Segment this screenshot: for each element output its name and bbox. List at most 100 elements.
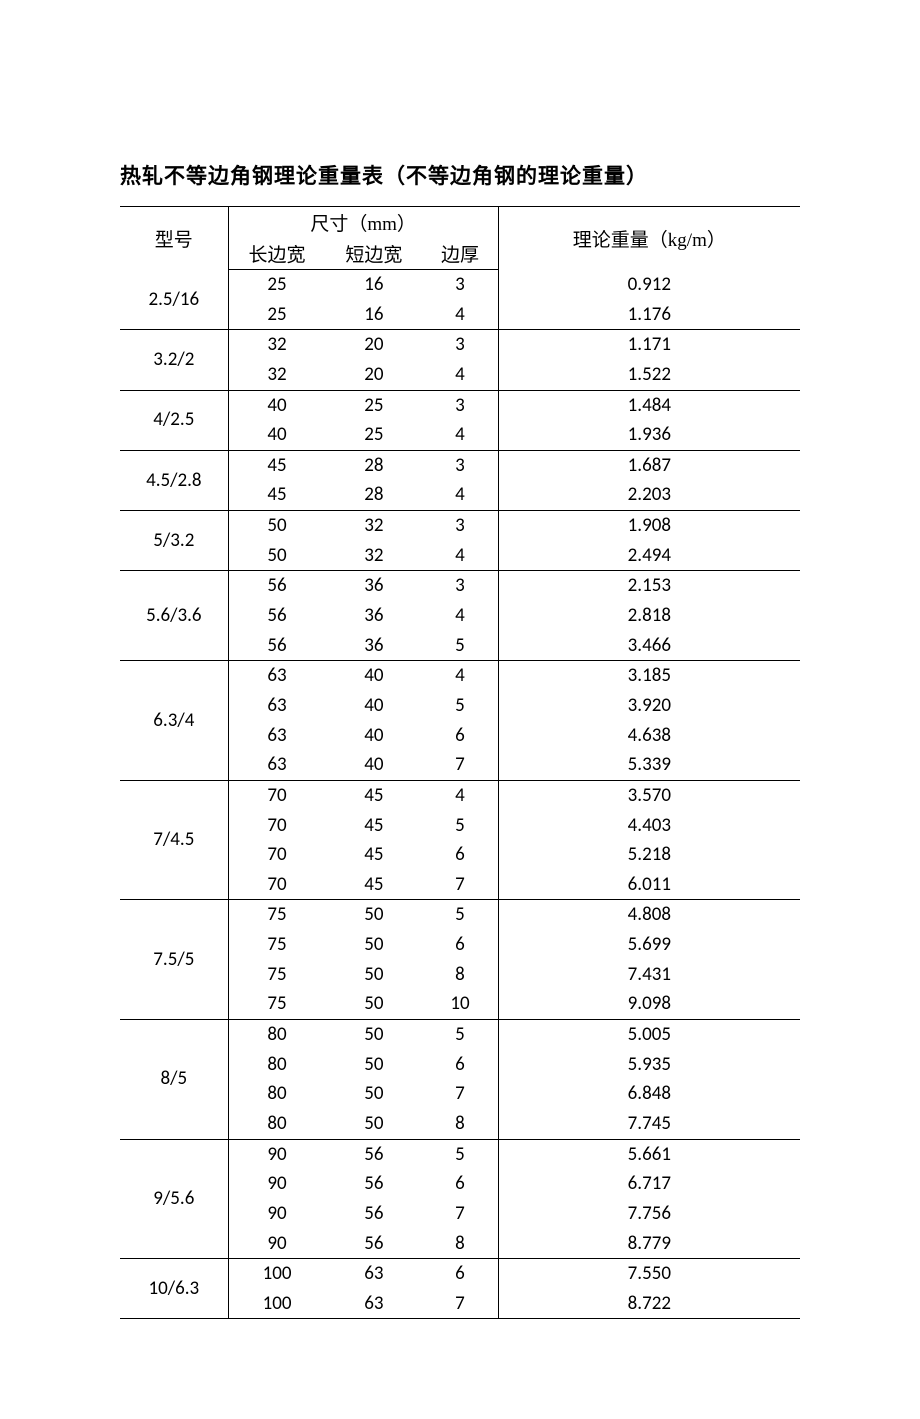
cell-weight: 2.494	[498, 541, 800, 571]
cell-weight: 1.176	[498, 300, 800, 330]
cell-short: 16	[325, 270, 422, 300]
cell-thick: 3	[422, 330, 498, 360]
cell-long: 80	[228, 1109, 325, 1139]
cell-weight: 7.756	[498, 1199, 800, 1229]
cell-weight: 5.005	[498, 1020, 800, 1050]
cell-weight: 1.687	[498, 450, 800, 480]
cell-thick: 6	[422, 1259, 498, 1289]
cell-long: 32	[228, 360, 325, 390]
cell-weight: 2.203	[498, 480, 800, 510]
cell-long: 75	[228, 989, 325, 1019]
cell-weight: 5.661	[498, 1139, 800, 1169]
cell-short: 50	[325, 1079, 422, 1109]
table-row: 4.5/2.8452831.687	[120, 450, 800, 480]
cell-long: 32	[228, 330, 325, 360]
cell-model: 5/3.2	[120, 511, 228, 571]
cell-short: 40	[325, 691, 422, 721]
cell-thick: 6	[422, 840, 498, 870]
cell-long: 40	[228, 420, 325, 450]
cell-weight: 8.722	[498, 1289, 800, 1319]
cell-short: 25	[325, 420, 422, 450]
cell-thick: 4	[422, 661, 498, 691]
cell-short: 16	[325, 300, 422, 330]
cell-short: 50	[325, 1109, 422, 1139]
cell-long: 80	[228, 1079, 325, 1109]
cell-long: 40	[228, 390, 325, 420]
cell-short: 20	[325, 330, 422, 360]
cell-short: 56	[325, 1199, 422, 1229]
table-row: 4/2.5402531.484	[120, 390, 800, 420]
cell-thick: 6	[422, 930, 498, 960]
cell-weight: 4.638	[498, 721, 800, 751]
cell-thick: 5	[422, 900, 498, 930]
cell-long: 45	[228, 450, 325, 480]
table-row: 5/3.2503231.908	[120, 511, 800, 541]
cell-thick: 8	[422, 1109, 498, 1139]
cell-thick: 4	[422, 541, 498, 571]
cell-model: 7.5/5	[120, 900, 228, 1020]
cell-weight: 1.171	[498, 330, 800, 360]
cell-long: 56	[228, 601, 325, 631]
cell-weight: 1.908	[498, 511, 800, 541]
cell-long: 50	[228, 541, 325, 571]
header-thick: 边厚	[422, 238, 498, 270]
cell-thick: 4	[422, 300, 498, 330]
cell-weight: 1.522	[498, 360, 800, 390]
cell-thick: 3	[422, 450, 498, 480]
cell-long: 80	[228, 1050, 325, 1080]
cell-weight: 3.185	[498, 661, 800, 691]
cell-long: 50	[228, 511, 325, 541]
cell-thick: 3	[422, 511, 498, 541]
cell-short: 56	[325, 1139, 422, 1169]
cell-model: 4/2.5	[120, 390, 228, 450]
cell-thick: 3	[422, 270, 498, 300]
cell-long: 70	[228, 780, 325, 810]
cell-weight: 5.339	[498, 750, 800, 780]
cell-long: 56	[228, 571, 325, 601]
header-dim-group: 尺寸（mm）	[228, 207, 498, 239]
cell-thick: 5	[422, 1020, 498, 1050]
cell-weight: 4.808	[498, 900, 800, 930]
header-short: 短边宽	[325, 238, 422, 270]
weight-table: 型号 尺寸（mm） 理论重量（kg/m） 长边宽 短边宽 边厚 2.5/1625…	[120, 206, 800, 1319]
cell-long: 63	[228, 721, 325, 751]
table-row: 9/5.6905655.661	[120, 1139, 800, 1169]
cell-long: 75	[228, 960, 325, 990]
cell-short: 45	[325, 780, 422, 810]
table-row: 6.3/4634043.185	[120, 661, 800, 691]
cell-thick: 3	[422, 390, 498, 420]
cell-weight: 3.920	[498, 691, 800, 721]
page-title: 热轧不等边角钢理论重量表（不等边角钢的理论重量）	[120, 160, 800, 190]
cell-thick: 7	[422, 750, 498, 780]
cell-weight: 7.431	[498, 960, 800, 990]
table-row: 8/5805055.005	[120, 1020, 800, 1050]
cell-model: 2.5/16	[120, 270, 228, 330]
cell-short: 63	[325, 1289, 422, 1319]
cell-short: 56	[325, 1169, 422, 1199]
cell-model: 3.2/2	[120, 330, 228, 390]
table-row: 7.5/5755054.808	[120, 900, 800, 930]
cell-model: 8/5	[120, 1020, 228, 1140]
cell-short: 50	[325, 1020, 422, 1050]
cell-short: 36	[325, 631, 422, 661]
cell-short: 36	[325, 571, 422, 601]
cell-long: 75	[228, 930, 325, 960]
cell-model: 5.6/3.6	[120, 571, 228, 661]
cell-thick: 3	[422, 571, 498, 601]
cell-weight: 4.403	[498, 811, 800, 841]
cell-long: 80	[228, 1020, 325, 1050]
cell-thick: 7	[422, 1079, 498, 1109]
cell-thick: 6	[422, 1050, 498, 1080]
table-row: 2.5/16251630.912	[120, 270, 800, 300]
cell-short: 40	[325, 661, 422, 691]
cell-short: 50	[325, 989, 422, 1019]
cell-short: 45	[325, 870, 422, 900]
cell-weight: 9.098	[498, 989, 800, 1019]
cell-long: 90	[228, 1139, 325, 1169]
cell-thick: 4	[422, 360, 498, 390]
cell-short: 36	[325, 601, 422, 631]
cell-thick: 4	[422, 420, 498, 450]
cell-weight: 8.779	[498, 1229, 800, 1259]
cell-short: 50	[325, 1050, 422, 1080]
cell-short: 32	[325, 541, 422, 571]
